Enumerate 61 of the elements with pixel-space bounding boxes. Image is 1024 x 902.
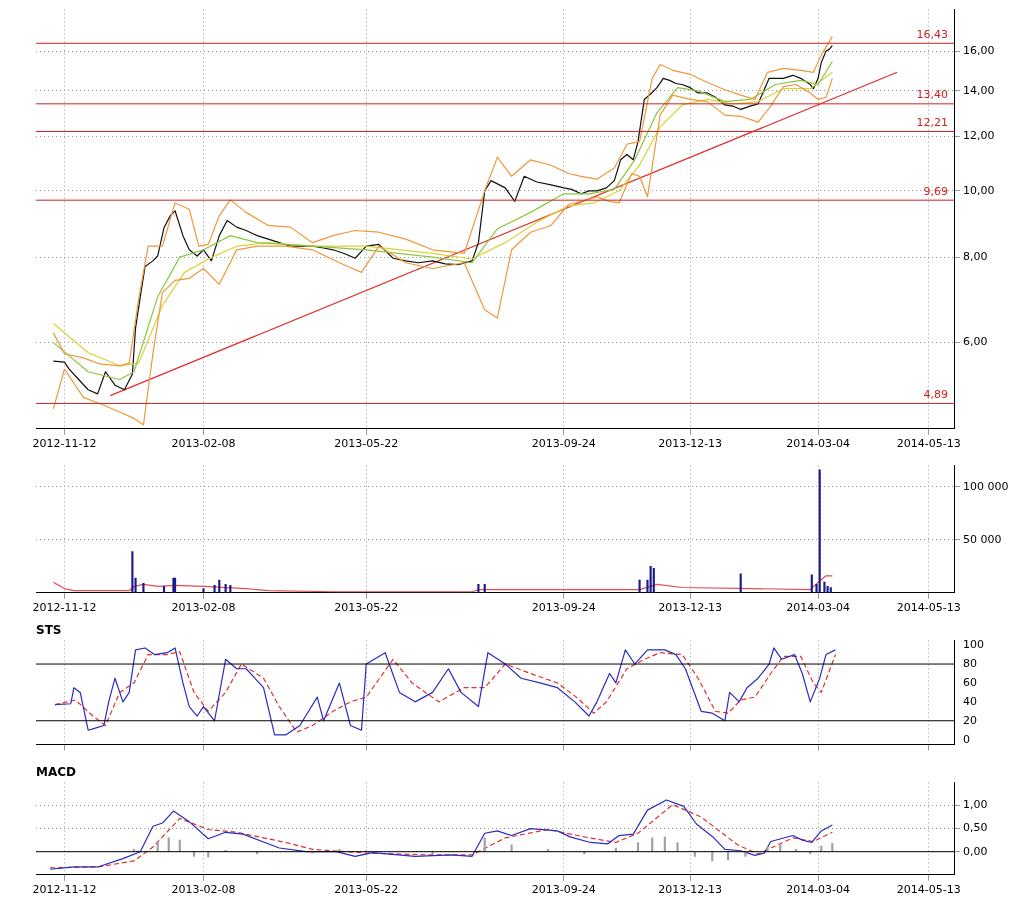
x-tick-label: 2013-02-08	[171, 601, 236, 615]
ref-line-label: 13,40	[916, 88, 948, 102]
y-tick-label: 14,00	[963, 83, 995, 97]
x-tick-label: 2013-02-08	[171, 883, 236, 897]
x-tick-label: 2013-05-22	[334, 883, 399, 897]
bar	[693, 851, 696, 857]
ref-line-label: 4,89	[923, 387, 948, 401]
x-tick-label: 2013-02-08	[171, 437, 236, 451]
y-tick-label: 0,00	[963, 844, 988, 858]
x-tick-label: 2013-09-24	[531, 883, 596, 897]
y-tick-label: 10,00	[963, 183, 995, 197]
bar	[744, 851, 747, 857]
ref-line-label: 9,69	[923, 184, 948, 198]
bar	[192, 851, 196, 857]
x-tick-label: 2013-09-24	[531, 437, 596, 451]
ref-line-label: 16,43	[916, 27, 948, 41]
bar	[131, 551, 134, 593]
y-tick-label: 6,00	[963, 335, 988, 349]
x-tick-label: 2013-05-22	[334, 437, 399, 451]
bar	[739, 573, 742, 593]
chart-title: STS	[36, 623, 62, 638]
x-tick-label: 2013-12-13	[658, 437, 723, 451]
bar	[823, 581, 826, 593]
bar	[649, 565, 652, 593]
bar	[818, 469, 821, 593]
x-tick-label: 2012-11-12	[32, 883, 97, 897]
chart-title: MACD	[36, 765, 77, 780]
y-tick-label: 100 000	[963, 479, 1009, 493]
x-tick-label: 2014-03-04	[786, 437, 851, 451]
y-tick-label: 8,00	[963, 250, 988, 263]
x-tick-label: 2013-05-22	[334, 601, 399, 615]
y-tick-label: 16,00	[963, 44, 995, 57]
y-tick-label: 40	[963, 694, 977, 708]
x-tick-label: 2012-11-12	[32, 437, 97, 451]
x-tick-label: 2013-12-13	[658, 601, 723, 615]
x-tick-label: 2014-03-04	[786, 601, 851, 615]
bar	[652, 568, 655, 593]
y-tick-label: 20	[963, 713, 977, 727]
y-tick-label: 60	[963, 675, 977, 689]
y-tick-label: 80	[963, 656, 977, 670]
bar	[207, 851, 210, 858]
y-tick-label: 100	[963, 637, 984, 651]
bar	[202, 588, 205, 593]
x-tick-label: 2013-12-13	[658, 883, 723, 897]
bar	[638, 579, 641, 593]
y-tick-label: 12,00	[963, 129, 995, 143]
bar	[213, 585, 216, 593]
x-tick-label: 2014-03-04	[786, 883, 851, 897]
x-tick-label: 2014-05-13	[896, 883, 961, 897]
x-tick-label: 2012-11-12	[32, 601, 97, 615]
x-tick-label: 2014-05-13	[896, 601, 961, 615]
y-tick-label: 50 000	[963, 532, 1002, 546]
ref-line-label: 12,21	[916, 115, 948, 129]
bar	[711, 851, 714, 862]
y-tick-label: 0,50	[963, 821, 988, 835]
bar	[810, 574, 813, 593]
y-tick-label: 1,00	[963, 798, 988, 812]
bar	[142, 582, 145, 593]
x-tick-label: 2014-05-13	[896, 437, 961, 451]
y-tick-label: 0	[963, 732, 970, 746]
x-tick-label: 2013-09-24	[531, 601, 596, 615]
